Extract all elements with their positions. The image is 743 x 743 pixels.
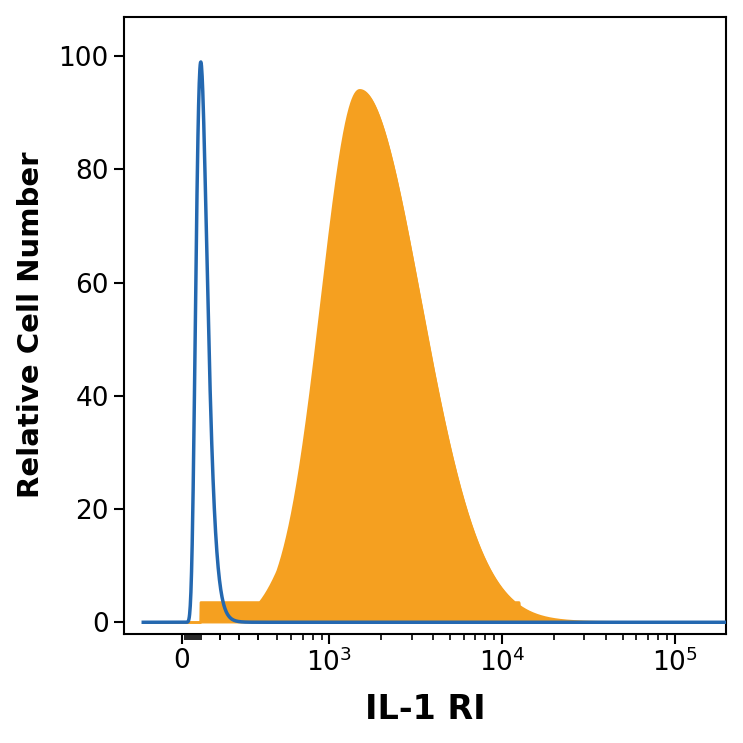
X-axis label: IL-1 RI: IL-1 RI xyxy=(365,693,485,727)
Y-axis label: Relative Cell Number: Relative Cell Number xyxy=(16,152,45,499)
